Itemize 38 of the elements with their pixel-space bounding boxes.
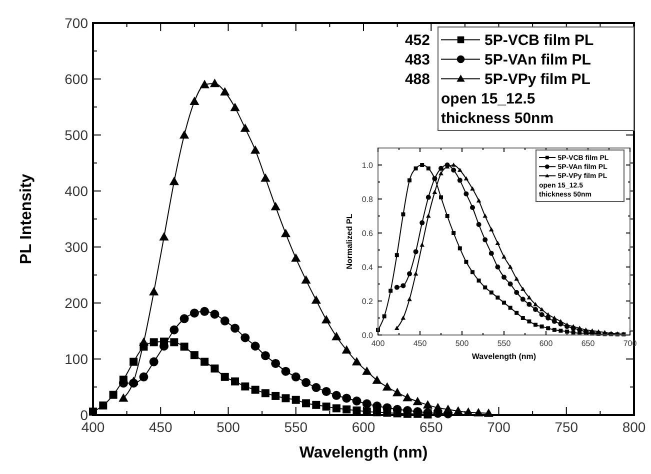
x-tick-label: 800: [622, 419, 646, 435]
y-axis-title: PL Intensity: [18, 174, 35, 264]
x-tick-label: 450: [148, 419, 173, 435]
y-tick-label: 400: [64, 182, 88, 199]
y-axis-title: Normalized PL: [345, 214, 354, 270]
x-axis-title: Wavelength (nm): [299, 444, 428, 462]
x-tick-label: 700: [487, 419, 511, 435]
x-tick-label: 750: [554, 419, 578, 435]
x-axis-title: Wavelength (nm): [472, 352, 536, 361]
legend-label: 5P-VCB film PL: [484, 32, 594, 49]
legend-label: 5P-VAn film PL: [484, 52, 591, 68]
y-tick-label: 1.0: [362, 160, 374, 170]
annotation: open 15_12.5: [441, 90, 536, 108]
y-tick-label: 100: [64, 350, 88, 367]
x-tick-label: 550: [284, 419, 308, 435]
x-tick-label: 550: [497, 339, 512, 348]
x-tick-label: 500: [455, 339, 470, 348]
x-tick-label: 600: [539, 339, 554, 348]
y-tick-label: 0.8: [362, 194, 374, 204]
y-tick-label: 0.2: [362, 296, 374, 306]
y-tick-label: 0.0: [362, 330, 374, 340]
annotation: 488: [404, 71, 430, 88]
legend-label: 5P-VPy film PL: [484, 71, 590, 88]
annotation: 452: [404, 32, 430, 49]
annotation: 483: [404, 52, 430, 68]
y-tick-label: 200: [64, 294, 88, 311]
y-tick-label: 0.6: [362, 228, 374, 238]
x-tick-label: 400: [371, 339, 386, 348]
x-tick-label: 650: [419, 419, 444, 435]
y-tick-label: 600: [64, 70, 88, 87]
y-tick-label: 0.4: [362, 262, 374, 272]
x-tick-label: 650: [581, 339, 596, 348]
annotation: thickness 50nm: [441, 110, 554, 127]
x-tick-label: 450: [413, 339, 428, 348]
x-tick-label: 500: [216, 419, 240, 435]
y-tick-label: 300: [64, 238, 88, 255]
y-tick-label: 700: [64, 14, 88, 31]
y-tick-label: 500: [64, 126, 88, 143]
